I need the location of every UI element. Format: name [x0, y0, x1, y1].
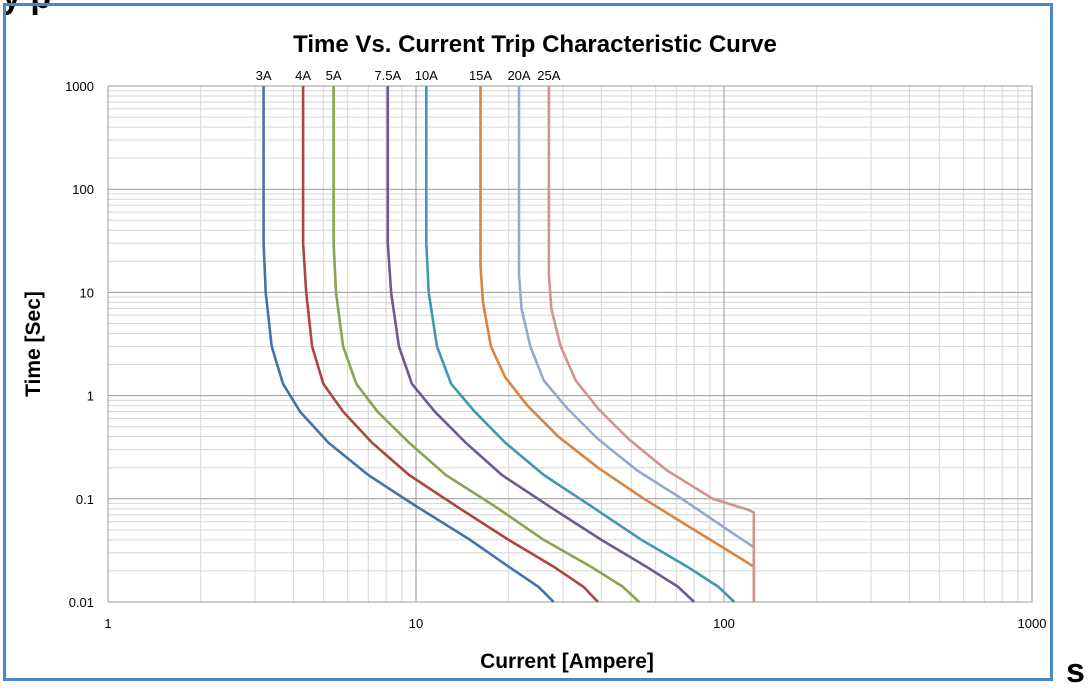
series-line-20A: [517, 86, 756, 602]
chart-frame: [3, 3, 1053, 681]
x-tick-label: 1: [104, 616, 111, 631]
grid-lines: [107, 85, 1033, 603]
right-cropped-text: s: [1066, 652, 1085, 690]
curve-label-3A: 3A: [256, 68, 272, 83]
series-line-10A: [424, 86, 736, 603]
series-line-7.5A: [386, 86, 696, 603]
series-line-5A: [332, 86, 640, 603]
series-line-25A: [547, 86, 756, 602]
tick-labels: 1 10 100 1000 0.01 0.1 1 10 100 1000: [65, 79, 1046, 631]
curve-label-5A: 5A: [326, 68, 342, 83]
x-tick-label: 10: [409, 616, 423, 631]
y-tick-label: 10: [80, 285, 94, 300]
y-tick-label: 0.1: [76, 492, 94, 507]
curve-label-25A: 25A: [537, 68, 560, 83]
x-axis-label: Current [Ampere]: [480, 650, 654, 673]
curve-label-10A: 10A: [415, 68, 438, 83]
y-tick-label: 0.01: [69, 595, 94, 610]
y-tick-label: 1000: [65, 79, 94, 94]
x-tick-label: 1000: [1018, 616, 1047, 631]
series-line-15A: [479, 86, 756, 602]
series-lines: [262, 86, 756, 603]
curve-label-20A: 20A: [507, 68, 530, 83]
chart-title: Time Vs. Current Trip Characteristic Cur…: [293, 31, 777, 58]
y-tick-label: 100: [72, 182, 94, 197]
x-tick-label: 100: [713, 616, 735, 631]
curve-label-7.5A: 7.5A: [374, 68, 401, 83]
curve-label-15A: 15A: [469, 68, 492, 83]
curve-label-4A: 4A: [295, 68, 311, 83]
series-line-4A: [301, 86, 599, 603]
curve-labels: 3A 4A 5A 7.5A 10A 15A 20A 25A: [256, 68, 561, 83]
y-axis-label: Time [Sec]: [22, 291, 45, 397]
y-tick-label: 1: [87, 389, 94, 404]
plot-area: [107, 85, 1033, 603]
series-line-3A: [262, 86, 555, 603]
